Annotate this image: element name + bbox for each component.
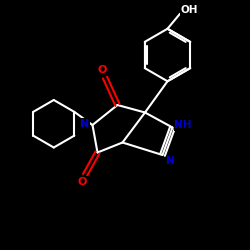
Text: O: O — [78, 177, 87, 187]
Text: OH: OH — [181, 5, 198, 15]
Text: N: N — [80, 119, 89, 129]
Text: N: N — [166, 156, 175, 166]
Text: O: O — [98, 66, 107, 76]
Text: NH: NH — [174, 120, 192, 130]
